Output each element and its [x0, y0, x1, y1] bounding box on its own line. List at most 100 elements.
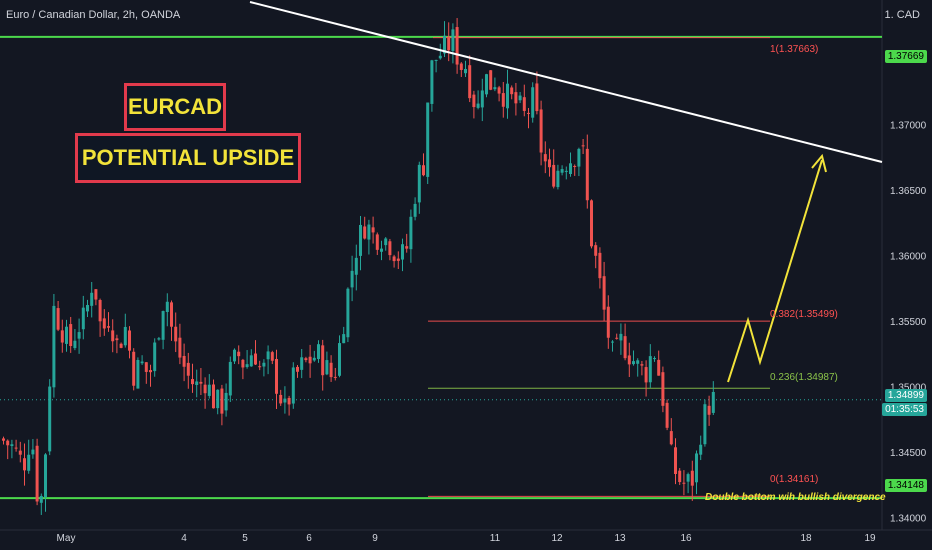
candle-body [153, 342, 157, 372]
candle-body [296, 366, 299, 372]
candle-body [606, 306, 610, 338]
candle-body [115, 338, 119, 341]
candle-body [216, 389, 220, 409]
candle-body [212, 384, 215, 409]
candle-body [237, 351, 241, 357]
candle-body [363, 226, 367, 239]
double-bottom-annotation: Double bottom wih bullish divergence [705, 492, 886, 503]
candle-body [220, 388, 224, 414]
candle-body [422, 165, 425, 176]
candle-body [539, 109, 543, 153]
candle-body [632, 361, 635, 365]
candle-body [464, 68, 467, 74]
fib-level-0236-label: 0.236(1.34987) [770, 372, 838, 383]
candle-body [128, 330, 131, 351]
candle-body [535, 83, 539, 112]
candle-body [65, 326, 68, 344]
candle-body [165, 301, 169, 313]
candle-body [653, 358, 656, 360]
candle-body [354, 257, 358, 275]
candle-body [199, 381, 203, 384]
candle-body [430, 60, 434, 104]
candle-body [245, 364, 249, 368]
candle-body [10, 444, 14, 446]
time-tick-label: 4 [181, 533, 187, 544]
candle-body [699, 444, 703, 455]
candle-body [266, 351, 270, 360]
candle-body [569, 163, 572, 174]
time-tick-label: 9 [372, 533, 378, 544]
symbol-title[interactable]: Euro / Canadian Dollar, 2h, OANDA [6, 9, 181, 21]
candle-body [207, 384, 211, 396]
candle-body [86, 305, 89, 312]
candle-body [304, 358, 308, 361]
candle-body [203, 384, 207, 394]
candle-body [69, 324, 73, 347]
candle-body [485, 74, 488, 95]
candle-body [703, 404, 707, 445]
candle-body [611, 341, 614, 343]
candle-body [283, 398, 287, 403]
candle-body [392, 256, 396, 262]
candle-body [531, 87, 535, 118]
fib-level-0382-label: 0.382(1.35499) [770, 309, 838, 320]
fib-level-1-label: 1(1.37663) [770, 44, 819, 55]
candle-body [552, 164, 556, 187]
top-level-price-tag: 1.37669 [884, 50, 927, 63]
fib-level-0-label: 0(1.34161) [770, 474, 819, 485]
candle-body [594, 245, 598, 256]
candle-body [254, 353, 257, 365]
candle-body [350, 270, 354, 288]
candle-body [413, 203, 417, 217]
candle-body [590, 200, 593, 247]
time-tick-label: 6 [306, 533, 312, 544]
price-tick-label: 1.36500 [890, 186, 927, 197]
price-tick-label: 1.35500 [890, 317, 927, 328]
candle-body [90, 292, 94, 306]
candle-body [157, 338, 161, 340]
candle-body [275, 358, 278, 394]
candle-body [228, 361, 232, 396]
time-tick-label: 16 [680, 533, 692, 544]
candle-body [665, 402, 669, 428]
candle-body [52, 305, 56, 388]
candle-body [2, 438, 5, 441]
candle-body [426, 102, 430, 177]
time-tick-label: 13 [614, 533, 626, 544]
candle-body [31, 449, 35, 455]
candle-body [375, 234, 379, 250]
candle-body [384, 238, 388, 246]
candle-body [468, 65, 472, 99]
current-price-tag: 1.34899 [884, 389, 927, 402]
candle-body [119, 343, 123, 348]
projection-arrowhead [811, 153, 827, 173]
candle-body [287, 397, 291, 405]
candle-body [98, 300, 102, 322]
currency-label[interactable]: 1. CAD [884, 9, 920, 21]
candles-group [2, 18, 715, 515]
candle-body [111, 330, 115, 342]
candle-body [489, 70, 493, 90]
candle-body [94, 289, 98, 300]
candle-body [615, 337, 619, 339]
price-tick-label: 1.35000 [890, 383, 927, 394]
candle-body [186, 362, 190, 376]
candle-body [510, 87, 514, 95]
candle-body [581, 145, 585, 147]
candle-body [619, 333, 623, 341]
candle-body [598, 252, 602, 279]
candle-body [548, 159, 551, 168]
candle-body [682, 482, 686, 484]
candle-body [401, 244, 404, 260]
candle-body [522, 97, 526, 111]
candle-body [543, 154, 547, 162]
candle-body [678, 470, 682, 483]
candle-body [14, 447, 18, 449]
candle-body [144, 362, 148, 372]
candle-body [35, 445, 39, 502]
candle-body [136, 359, 140, 389]
candle-body [623, 336, 627, 359]
candle-body [447, 36, 451, 51]
candle-body [195, 381, 199, 385]
candle-body [506, 83, 509, 109]
